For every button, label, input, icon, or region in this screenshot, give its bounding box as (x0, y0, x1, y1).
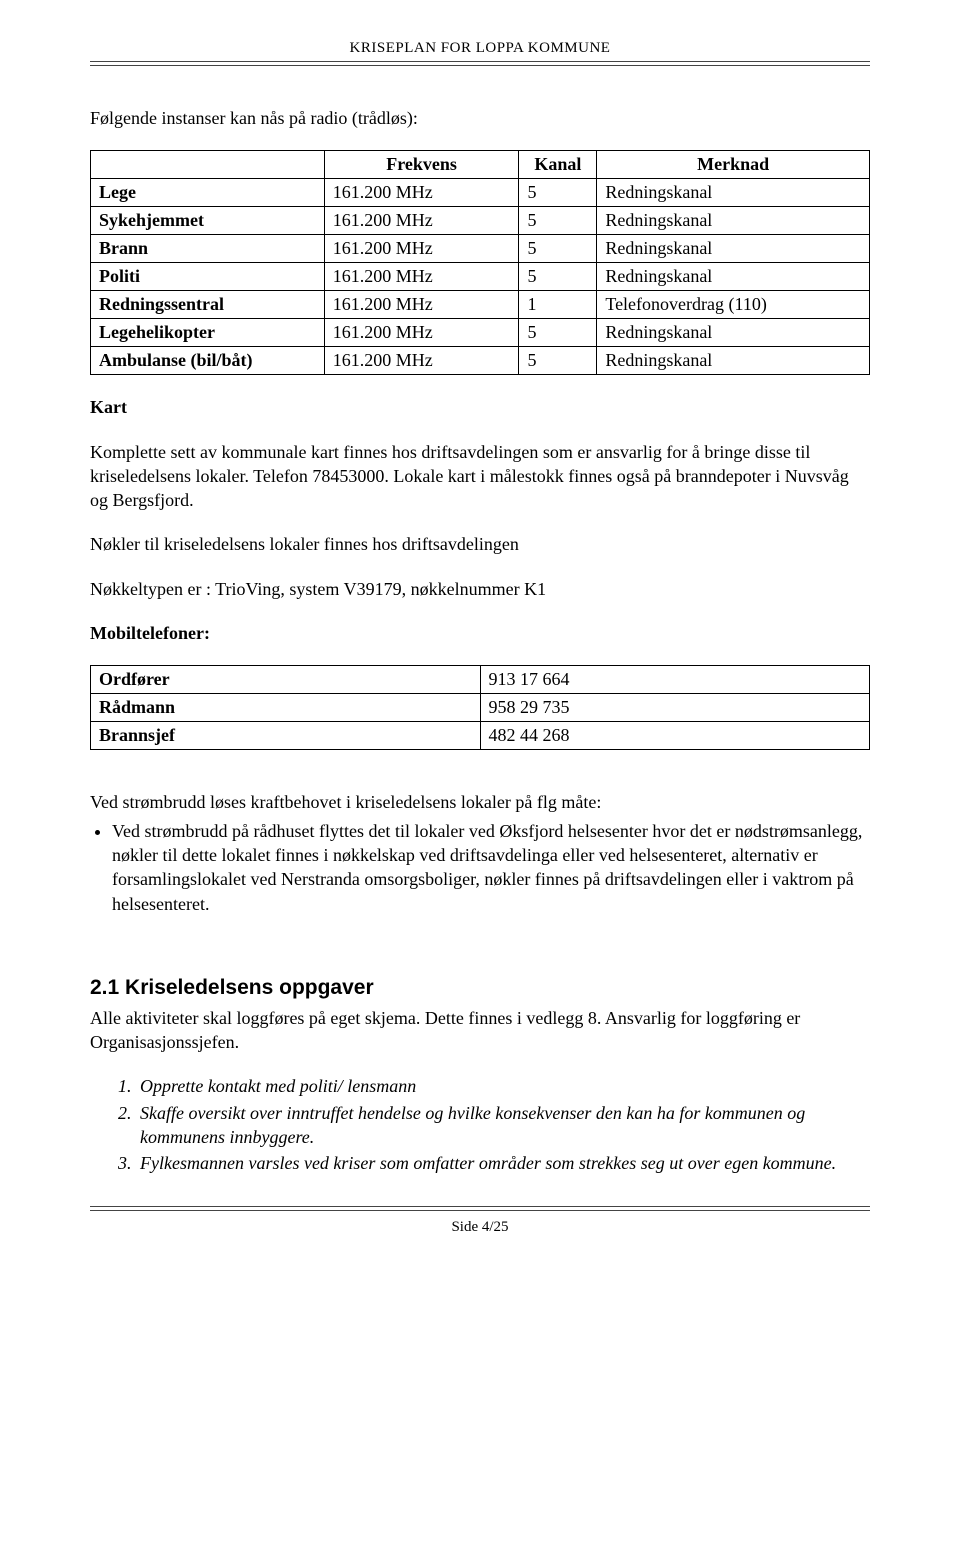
table-cell: 913 17 664 (480, 666, 870, 694)
table-cell: 161.200 MHz (324, 291, 519, 319)
table-cell: Redningskanal (597, 179, 870, 207)
page-footer: Side 4/25 (90, 1219, 870, 1236)
table-cell: Brannsjef (91, 722, 481, 750)
table-cell: 5 (519, 207, 597, 235)
table-cell: Lege (91, 179, 325, 207)
table-cell: 958 29 735 (480, 694, 870, 722)
table-cell: Redningskanal (597, 207, 870, 235)
nokkeltype-paragraph: Nøkkeltypen er : TrioVing, system V39179… (90, 577, 870, 601)
table-cell: Brann (91, 235, 325, 263)
table-cell: 1 (519, 291, 597, 319)
table-cell: 161.200 MHz (324, 235, 519, 263)
section-intro: Alle aktiviteter skal loggføres på eget … (90, 1006, 870, 1055)
kart-heading: Kart (90, 395, 870, 419)
table-cell: Ordfører (91, 666, 481, 694)
table-row: Ambulanse (bil/båt)161.200 MHz5Redningsk… (91, 347, 870, 375)
table-cell: 5 (519, 179, 597, 207)
list-item: Opprette kontakt med politi/ lensmann (136, 1074, 870, 1098)
frequency-table: Frekvens Kanal Merknad Lege161.200 MHz5R… (90, 150, 870, 375)
table-header-cell: Kanal (519, 151, 597, 179)
table-row: Redningssentral161.200 MHz1Telefonoverdr… (91, 291, 870, 319)
table-row: Brannsjef482 44 268 (91, 722, 870, 750)
strom-bullet-list: Ved strømbrudd på rådhuset flyttes det t… (90, 819, 870, 916)
task-list: Opprette kontakt med politi/ lensmann Ska… (90, 1074, 870, 1175)
table-cell: 161.200 MHz (324, 179, 519, 207)
nokler-paragraph: Nøkler til kriseledelsens lokaler finnes… (90, 532, 870, 556)
table-cell: Redningskanal (597, 235, 870, 263)
page: KRISEPLAN FOR LOPPA KOMMUNE Følgende ins… (0, 0, 960, 1276)
table-header-cell: Frekvens (324, 151, 519, 179)
list-item: Fylkesmannen varsles ved kriser som omfa… (136, 1151, 870, 1175)
table-cell: Redningskanal (597, 347, 870, 375)
header-rule (90, 61, 870, 66)
table-cell: Redningssentral (91, 291, 325, 319)
intro-paragraph: Følgende instanser kan nås på radio (trå… (90, 106, 870, 130)
footer-rule (90, 1206, 870, 1211)
table-cell: 161.200 MHz (324, 319, 519, 347)
table-row: Ordfører913 17 664 (91, 666, 870, 694)
list-item: Ved strømbrudd på rådhuset flyttes det t… (112, 819, 870, 916)
table-cell: Redningskanal (597, 319, 870, 347)
table-cell: Redningskanal (597, 263, 870, 291)
table-cell: 5 (519, 347, 597, 375)
table-cell: 5 (519, 319, 597, 347)
list-item: Skaffe oversikt over inntruffet hendelse… (136, 1101, 870, 1150)
table-row: Legehelikopter161.200 MHz5Redningskanal (91, 319, 870, 347)
table-row: Rådmann958 29 735 (91, 694, 870, 722)
table-cell: 161.200 MHz (324, 347, 519, 375)
table-cell: 161.200 MHz (324, 263, 519, 291)
table-row: Lege161.200 MHz5Redningskanal (91, 179, 870, 207)
table-cell: 5 (519, 263, 597, 291)
mobil-heading: Mobiltelefoner: (90, 621, 870, 645)
table-row: Politi161.200 MHz5Redningskanal (91, 263, 870, 291)
section-heading: 2.1 Kriseledelsens oppgaver (90, 976, 870, 1000)
mobil-table: Ordfører913 17 664Rådmann958 29 735Brann… (90, 665, 870, 750)
table-cell: 161.200 MHz (324, 207, 519, 235)
table-row: Sykehjemmet161.200 MHz5Redningskanal (91, 207, 870, 235)
table-cell: Sykehjemmet (91, 207, 325, 235)
table-cell: 482 44 268 (480, 722, 870, 750)
strom-intro: Ved strømbrudd løses kraftbehovet i kris… (90, 790, 870, 814)
table-header-cell: Merknad (597, 151, 870, 179)
table-cell: Rådmann (91, 694, 481, 722)
table-cell: Politi (91, 263, 325, 291)
table-row: Brann161.200 MHz5Redningskanal (91, 235, 870, 263)
table-header-cell (91, 151, 325, 179)
table-cell: Telefonoverdrag (110) (597, 291, 870, 319)
table-cell: 5 (519, 235, 597, 263)
kart-paragraph: Komplette sett av kommunale kart finnes … (90, 440, 870, 513)
doc-header: KRISEPLAN FOR LOPPA KOMMUNE (90, 40, 870, 57)
table-header-row: Frekvens Kanal Merknad (91, 151, 870, 179)
table-cell: Legehelikopter (91, 319, 325, 347)
table-cell: Ambulanse (bil/båt) (91, 347, 325, 375)
